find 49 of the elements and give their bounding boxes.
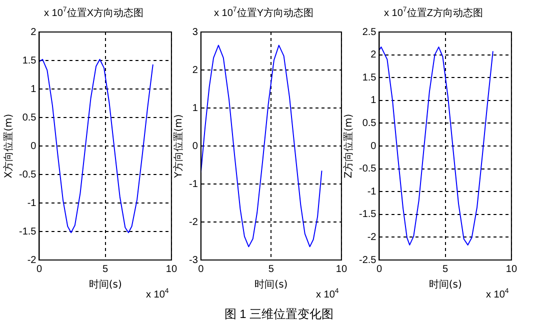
y-tick-label: 1 (192, 102, 198, 114)
x-tick-label: 10 (166, 264, 178, 275)
y-tick-label: 1.5 (22, 55, 37, 66)
x-axis-title: 时间(s) (88, 278, 122, 291)
text: x 10$^{7}$ (384, 6, 407, 19)
text: x 10$^{7}$ (44, 6, 67, 19)
text: x 10$^{4}$ (486, 288, 509, 300)
y-tick-label: 1.5 (362, 72, 377, 84)
y-tick-label: 0.5 (362, 118, 377, 129)
y-tick-label: 1 (370, 95, 377, 106)
x-tick-label: 5 (102, 264, 109, 275)
y-tick-label: -2 (27, 254, 37, 266)
y-tick-label: -2.5 (358, 254, 377, 266)
y-tick-label: 3 (192, 26, 198, 38)
y-tick-label: 0 (30, 140, 37, 152)
y-tick-label: 1 (30, 84, 37, 95)
text: x 10$^{4}$ (146, 288, 169, 300)
y-tick-label: -2 (188, 216, 198, 228)
chart-title: 位置Y方向动态图 (236, 8, 314, 19)
y-tick-label: -0.5 (18, 169, 37, 180)
y-tick-label: -1 (188, 178, 198, 190)
chart-title: 位置Z方向动态图 (406, 8, 483, 19)
chart-title: 位置X方向动态图 (66, 8, 144, 19)
y-tick-label: -1 (367, 186, 377, 198)
text: x 10$^{7}$ (214, 6, 237, 19)
x-tick-label: 5 (268, 264, 274, 275)
y-tick-label: 2.5 (362, 26, 377, 38)
y-tick-label: 0 (370, 140, 377, 152)
y-tick-label: 2 (30, 26, 37, 38)
y-tick-label: -3 (188, 254, 198, 266)
y-tick-label: 0.5 (22, 112, 37, 124)
x-axis-title: 时间(s) (254, 278, 288, 291)
y-tick-label: -1 (27, 198, 37, 209)
y-axis-title: X方向位置(m) (2, 114, 15, 178)
x-tick-label: 10 (336, 264, 348, 275)
y-tick-label: 2 (192, 64, 198, 76)
x-axis-title: 时间(s) (428, 278, 462, 291)
y-tick-label: 2 (370, 50, 377, 61)
y-tick-label: -0.5 (358, 164, 377, 175)
caption: 图 1 三维位置变化图 (223, 306, 335, 323)
y-tick-label: -1.5 (358, 209, 377, 220)
text: x 10$^{4}$ (316, 288, 339, 300)
y-tick-label: 0 (192, 140, 198, 152)
y-tick-label: -1.5 (18, 226, 37, 238)
x-tick-label: 10 (506, 264, 518, 275)
y-axis-title: Z方向位置(m) (342, 114, 355, 178)
y-axis-title: Y方向位置(m) (172, 114, 185, 179)
y-tick-label: -2 (367, 232, 377, 243)
x-tick-label: 5 (442, 264, 449, 275)
